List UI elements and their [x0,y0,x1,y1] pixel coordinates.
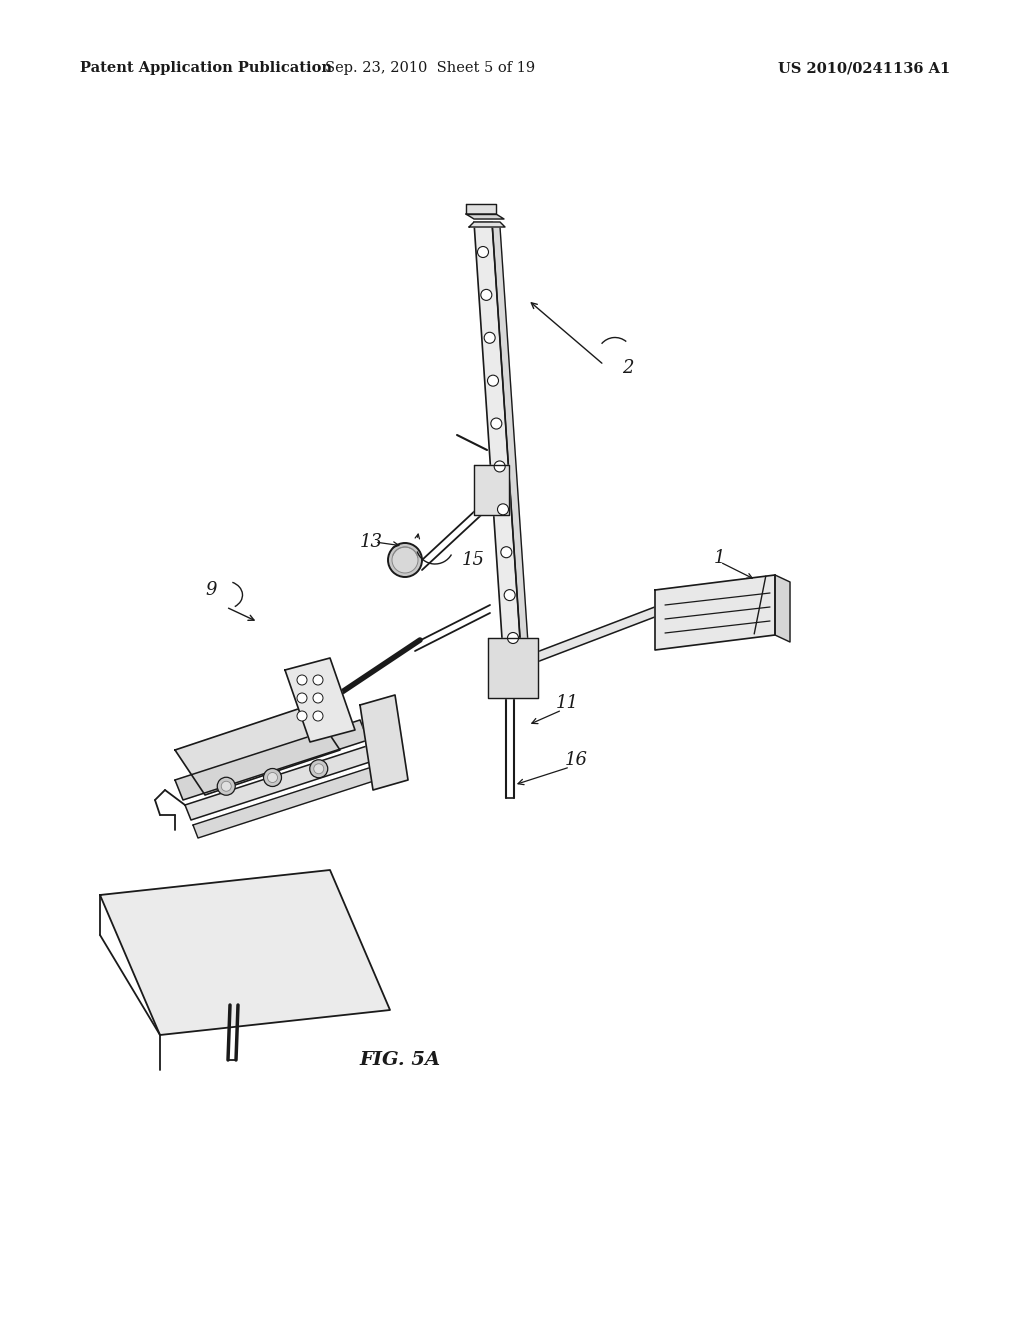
Circle shape [313,675,323,685]
Circle shape [498,504,509,515]
Polygon shape [474,465,509,515]
Polygon shape [185,744,376,820]
Circle shape [484,333,496,343]
Circle shape [313,711,323,721]
Polygon shape [488,638,538,698]
Polygon shape [285,657,355,742]
Text: 15: 15 [462,550,485,569]
Text: 2: 2 [622,359,634,378]
Text: Sep. 23, 2010  Sheet 5 of 19: Sep. 23, 2010 Sheet 5 of 19 [325,61,536,75]
Circle shape [508,632,518,644]
Polygon shape [466,214,504,219]
Circle shape [490,418,502,429]
Circle shape [504,590,515,601]
Polygon shape [492,222,530,673]
Circle shape [487,375,499,387]
Text: FIG. 5A: FIG. 5A [359,1051,440,1069]
Polygon shape [193,766,383,838]
Circle shape [388,543,422,577]
Circle shape [297,711,307,721]
Polygon shape [175,705,340,795]
Circle shape [217,777,236,795]
Text: 9: 9 [205,581,216,599]
Polygon shape [655,576,775,649]
Circle shape [481,289,492,301]
Circle shape [313,693,323,704]
Circle shape [501,546,512,558]
Circle shape [495,461,505,473]
Polygon shape [175,719,368,800]
Circle shape [297,693,307,704]
Polygon shape [360,696,408,789]
Polygon shape [466,205,496,214]
Polygon shape [469,222,505,227]
Polygon shape [100,870,390,1035]
Text: 13: 13 [360,533,383,550]
Text: 1: 1 [714,549,725,568]
Text: 16: 16 [565,751,588,770]
Circle shape [263,768,282,787]
Circle shape [477,247,488,257]
Text: 11: 11 [556,694,579,711]
Text: US 2010/0241136 A1: US 2010/0241136 A1 [778,61,950,75]
Polygon shape [775,576,790,642]
Circle shape [267,772,278,783]
Circle shape [313,764,324,774]
Polygon shape [474,222,522,668]
Polygon shape [508,605,660,673]
Circle shape [309,760,328,777]
Circle shape [297,675,307,685]
Circle shape [221,781,231,791]
Text: Patent Application Publication: Patent Application Publication [80,61,332,75]
Circle shape [392,546,418,573]
